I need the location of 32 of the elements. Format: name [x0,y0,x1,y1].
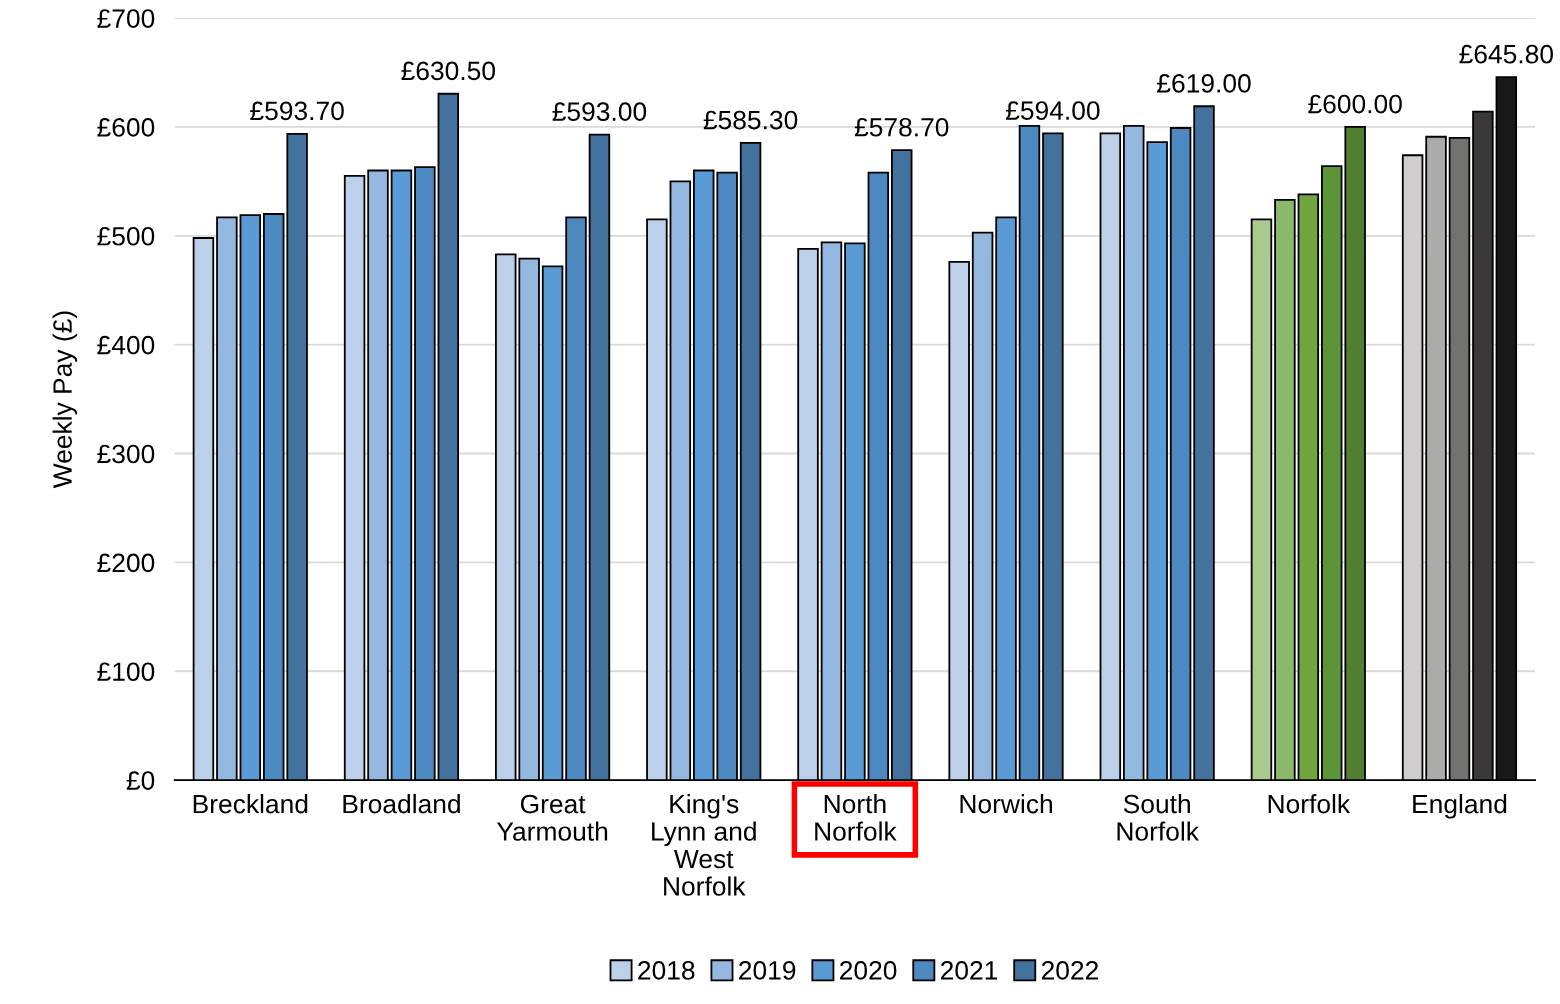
legend-label: 2019 [739,961,796,980]
data-label: £630.50 [401,61,495,81]
y-tick-label: £600 [97,118,155,137]
data-label: £619.00 [1157,74,1251,93]
y-tick-label: £700 [97,9,155,28]
legend-label: 2022 [1041,961,1098,980]
x-tick-label: Norfolk [1268,794,1351,814]
data-label: £593.70 [250,101,344,121]
legend-label: 2020 [840,961,897,980]
y-tick-label: £200 [97,553,155,573]
x-tick-label: Great Yarmouth [496,794,608,841]
x-tick-label: North Norfolk [815,794,897,841]
data-label: £645.80 [1459,44,1553,64]
x-tick-label: South Norfolk [1117,794,1200,841]
y-tick-label: £100 [97,662,155,682]
y-axis-title: Weekly Pay (£) [52,311,78,489]
y-tick-label: £300 [97,444,155,464]
x-tick-label: Broadland [343,794,460,814]
y-tick-label: £400 [97,335,155,355]
data-label: £594.00 [1005,101,1100,120]
x-tick-label: England [1413,794,1507,819]
x-tick-label: Norwich [960,794,1052,814]
legend-label: 2021 [940,961,998,980]
x-tick-label: Breckland [193,794,308,814]
data-label: £593.00 [552,102,647,122]
y-tick-label: £0 [126,771,155,790]
legend-label: 2018 [638,961,695,980]
data-label: £600.00 [1308,94,1402,114]
x-tick-label: King's Lynn and West Norfolk [652,794,756,896]
y-tick-label: £500 [97,226,155,246]
data-label: £578.70 [854,117,949,137]
data-label: £585.30 [703,110,798,130]
